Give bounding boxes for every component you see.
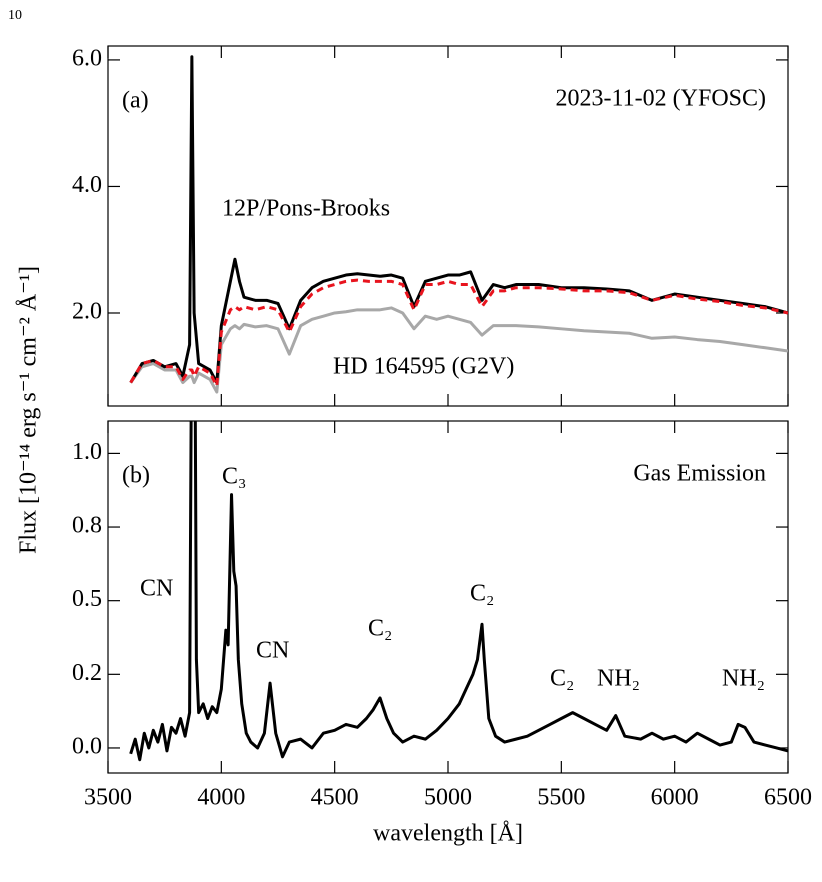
x-tick-label: 4500	[311, 785, 359, 811]
y-tick-label: 0.5	[72, 586, 102, 612]
line-annotation: C₂	[470, 581, 494, 607]
y-tick-label: 2.0	[72, 298, 102, 324]
x-tick-label: 5000	[424, 785, 472, 811]
panel-title: 2023-11-02 (YFOSC)	[556, 86, 766, 112]
y-tick-label: 0.0	[72, 733, 102, 759]
spectrum-line	[129, 306, 788, 394]
line-annotation: NH₂	[722, 666, 765, 692]
x-tick-label: 6000	[651, 785, 699, 811]
series-label: HD 164595 (G2V)	[333, 354, 514, 380]
y-tick-label: 1.0	[72, 439, 102, 465]
x-tick-label: 4000	[197, 785, 245, 811]
line-annotation: C₃	[222, 464, 246, 490]
panel-label: (b)	[122, 463, 150, 489]
y-tick-label: 0.2	[72, 660, 102, 686]
spectrum-line	[129, 421, 788, 762]
line-annotation: CN	[256, 638, 289, 664]
line-annotation: NH₂	[597, 666, 640, 692]
x-tick-label: 6500	[764, 785, 812, 811]
page-number: 10	[8, 8, 22, 23]
y-tick-label: 6.0	[72, 45, 102, 71]
series-label: 12P/Pons-Brooks	[222, 196, 390, 222]
x-tick-label: 5500	[537, 785, 585, 811]
y-tick-label: 0.8	[72, 513, 102, 539]
panel-title: Gas Emission	[633, 461, 766, 487]
spectrum-line	[129, 278, 788, 388]
y-axis-label: Flux [10⁻¹⁴ erg s⁻¹ cm⁻² Å⁻¹]	[16, 266, 42, 554]
line-annotation: C₂	[550, 666, 574, 692]
x-tick-label: 3500	[84, 785, 132, 811]
spectrum-line	[129, 55, 788, 385]
panel-label: (a)	[122, 88, 149, 114]
line-annotation: CN	[140, 576, 173, 602]
x-axis-label: wavelength [Å]	[373, 821, 523, 847]
line-annotation: C₂	[368, 616, 392, 642]
y-tick-label: 4.0	[72, 172, 102, 198]
